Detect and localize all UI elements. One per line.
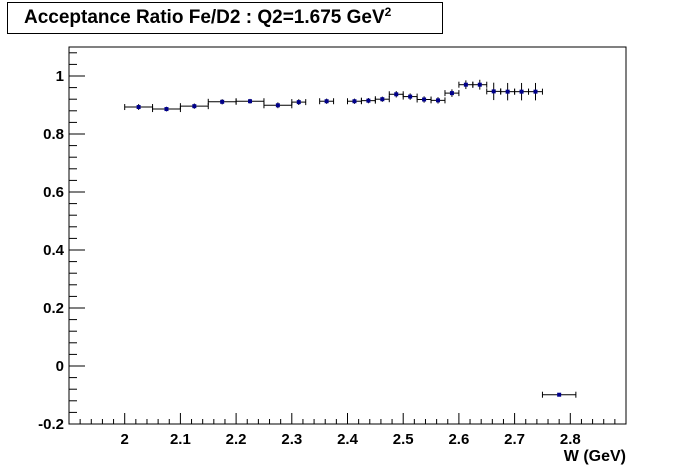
data-marker	[463, 82, 468, 87]
data-points	[124, 79, 577, 398]
data-marker	[275, 103, 280, 108]
data-point	[528, 82, 543, 101]
data-marker	[324, 99, 329, 104]
data-point	[124, 104, 154, 111]
y-tick-label: -0.2	[38, 416, 64, 433]
axes: 2 2.1 2.2 2.3 2.4 2.5 2.6 2.7 2.8 -0.2 0 0.2 0.4 0.6 0…	[38, 52, 616, 448]
y-tick-label: 0	[56, 358, 64, 375]
data-point	[235, 98, 265, 105]
data-point	[444, 89, 460, 97]
data-point	[402, 93, 418, 100]
data-marker	[505, 89, 510, 94]
data-point	[347, 98, 362, 105]
data-marker	[380, 97, 385, 102]
data-marker	[164, 107, 169, 112]
chart-title-text: Acceptance Ratio Fe/D2 : Q2=1.675 GeV	[24, 7, 385, 28]
x-tick-label: 2.7	[504, 431, 525, 448]
data-marker	[352, 99, 357, 104]
data-marker	[192, 104, 197, 109]
y-tick-label: 0.2	[43, 300, 64, 317]
data-marker	[477, 82, 482, 87]
data-marker	[519, 89, 524, 94]
y-tick-label: 0.6	[43, 184, 64, 201]
data-marker	[491, 89, 496, 94]
data-point	[263, 102, 293, 109]
data-marker	[394, 92, 399, 97]
x-tick-label: 2.4	[337, 431, 359, 448]
data-point	[416, 96, 432, 103]
x-tick-label: 2.3	[281, 431, 302, 448]
x-axis-label: W (GeV)	[564, 448, 626, 465]
data-point	[319, 98, 335, 105]
data-point	[152, 106, 181, 113]
data-point	[472, 79, 488, 90]
data-point	[514, 82, 530, 101]
data-marker	[449, 91, 454, 96]
data-marker	[408, 94, 413, 99]
chart-title: Acceptance Ratio Fe/D2 : Q2=1.675 GeV2	[7, 2, 443, 34]
data-marker	[422, 97, 427, 102]
data-point	[291, 99, 307, 106]
data-point	[541, 391, 577, 398]
x-tick-label: 2	[121, 431, 129, 448]
y-tick-label: 0.8	[43, 126, 64, 143]
data-point	[388, 91, 404, 98]
x-tick-label: 2.5	[393, 431, 414, 448]
x-tick-label: 2.1	[170, 431, 191, 448]
data-point	[374, 96, 390, 103]
data-marker	[136, 105, 141, 110]
data-point	[430, 97, 446, 104]
data-marker	[436, 98, 441, 103]
x-tick-label: 2.8	[560, 431, 581, 448]
data-marker	[296, 100, 301, 105]
y-tick-label: 1	[56, 68, 64, 85]
data-marker	[248, 99, 253, 104]
chart-title-superscript: 2	[384, 5, 392, 19]
data-point	[360, 97, 376, 104]
x-tick-label: 2.2	[226, 431, 247, 448]
data-marker	[557, 392, 562, 397]
data-point	[179, 103, 209, 110]
data-point	[458, 80, 474, 90]
x-tick-label: 2.6	[448, 431, 469, 448]
data-marker	[533, 89, 538, 94]
data-point	[500, 82, 516, 101]
data-marker	[366, 98, 371, 103]
data-point	[486, 82, 502, 101]
data-point	[207, 98, 237, 105]
y-tick-label: 0.4	[43, 242, 65, 259]
data-marker	[220, 99, 225, 104]
